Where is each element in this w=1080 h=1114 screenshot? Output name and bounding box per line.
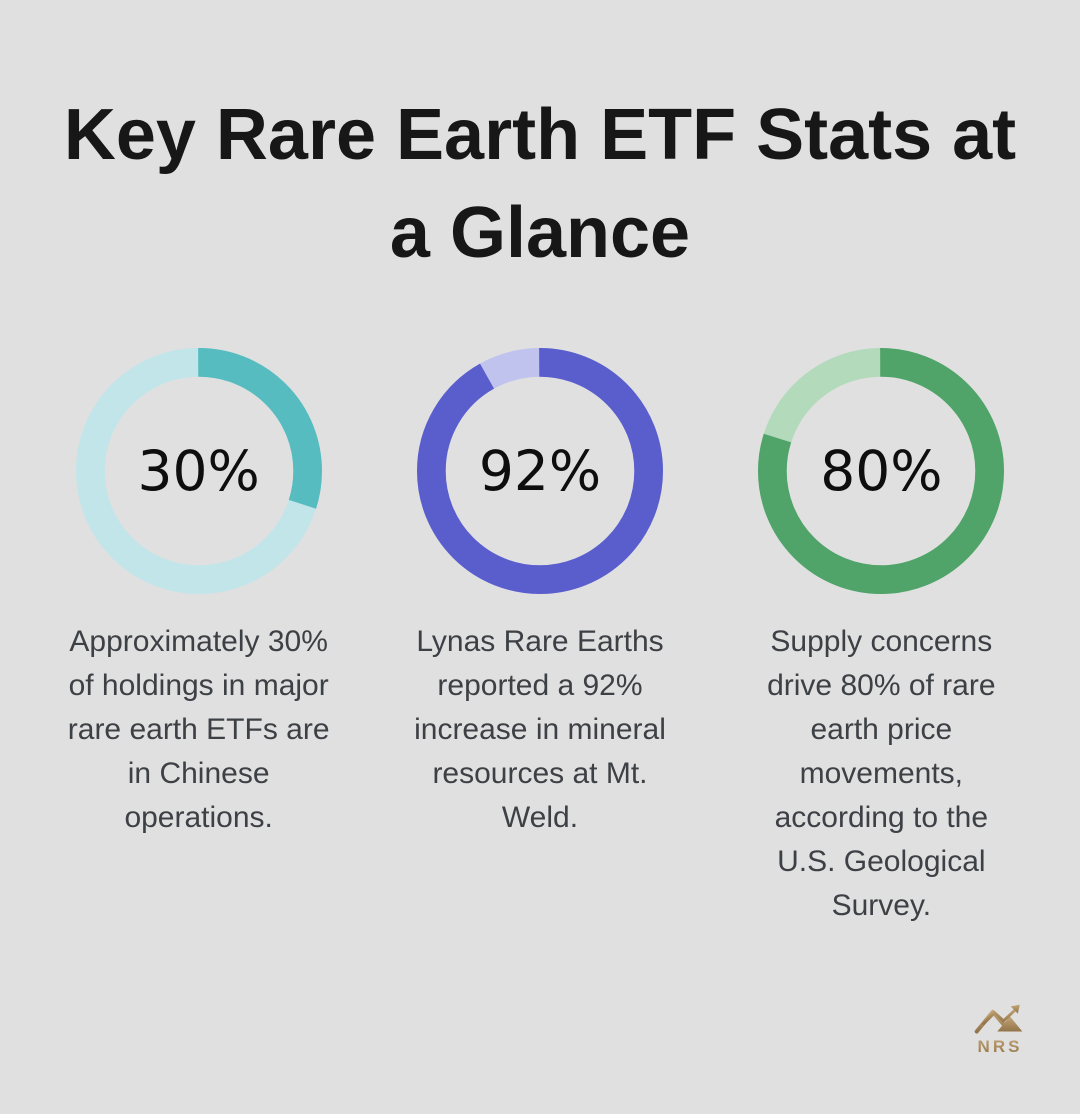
donut-value-label: 30% xyxy=(137,439,260,503)
mountain-arrow-icon xyxy=(974,1004,1023,1034)
stat-description: Approximately 30% of holdings in major r… xyxy=(67,625,330,834)
donut-value-label: 92% xyxy=(478,439,602,503)
stat-description: Lynas Rare Earths reported a 92% increas… xyxy=(414,625,666,834)
donut-ring-icon xyxy=(758,348,1005,594)
page-title-line-2: a Glance xyxy=(389,193,691,273)
donut-value-label: 80% xyxy=(820,439,943,503)
donut-chart-30-percent: 30% xyxy=(75,348,322,594)
stat-card-supply-concerns: 80% Supply concerns drive 80% of rare ea… xyxy=(741,348,1021,928)
donut-chart-80-percent: 80% xyxy=(758,348,1005,594)
stat-description: Supply concerns drive 80% of rare earth … xyxy=(767,625,996,922)
page-title-line-1: Key Rare Earth ETF Stats at xyxy=(63,95,1017,175)
donut-ring-icon xyxy=(75,348,322,594)
stats-row: 30% Approximately 30% of holdings in maj… xyxy=(0,348,1080,928)
brand-logo: NRS xyxy=(966,1002,1034,1057)
page-title: Key Rare Earth ETF Stats at a Glance xyxy=(0,0,1080,282)
donut-ring-icon xyxy=(416,348,663,594)
brand-logo-text: NRS xyxy=(966,1037,1034,1057)
stat-card-lynas-increase: 92% Lynas Rare Earths reported a 92% inc… xyxy=(400,348,680,928)
stat-card-china-holdings: 30% Approximately 30% of holdings in maj… xyxy=(59,348,339,928)
donut-chart-92-percent: 92% xyxy=(416,348,663,594)
